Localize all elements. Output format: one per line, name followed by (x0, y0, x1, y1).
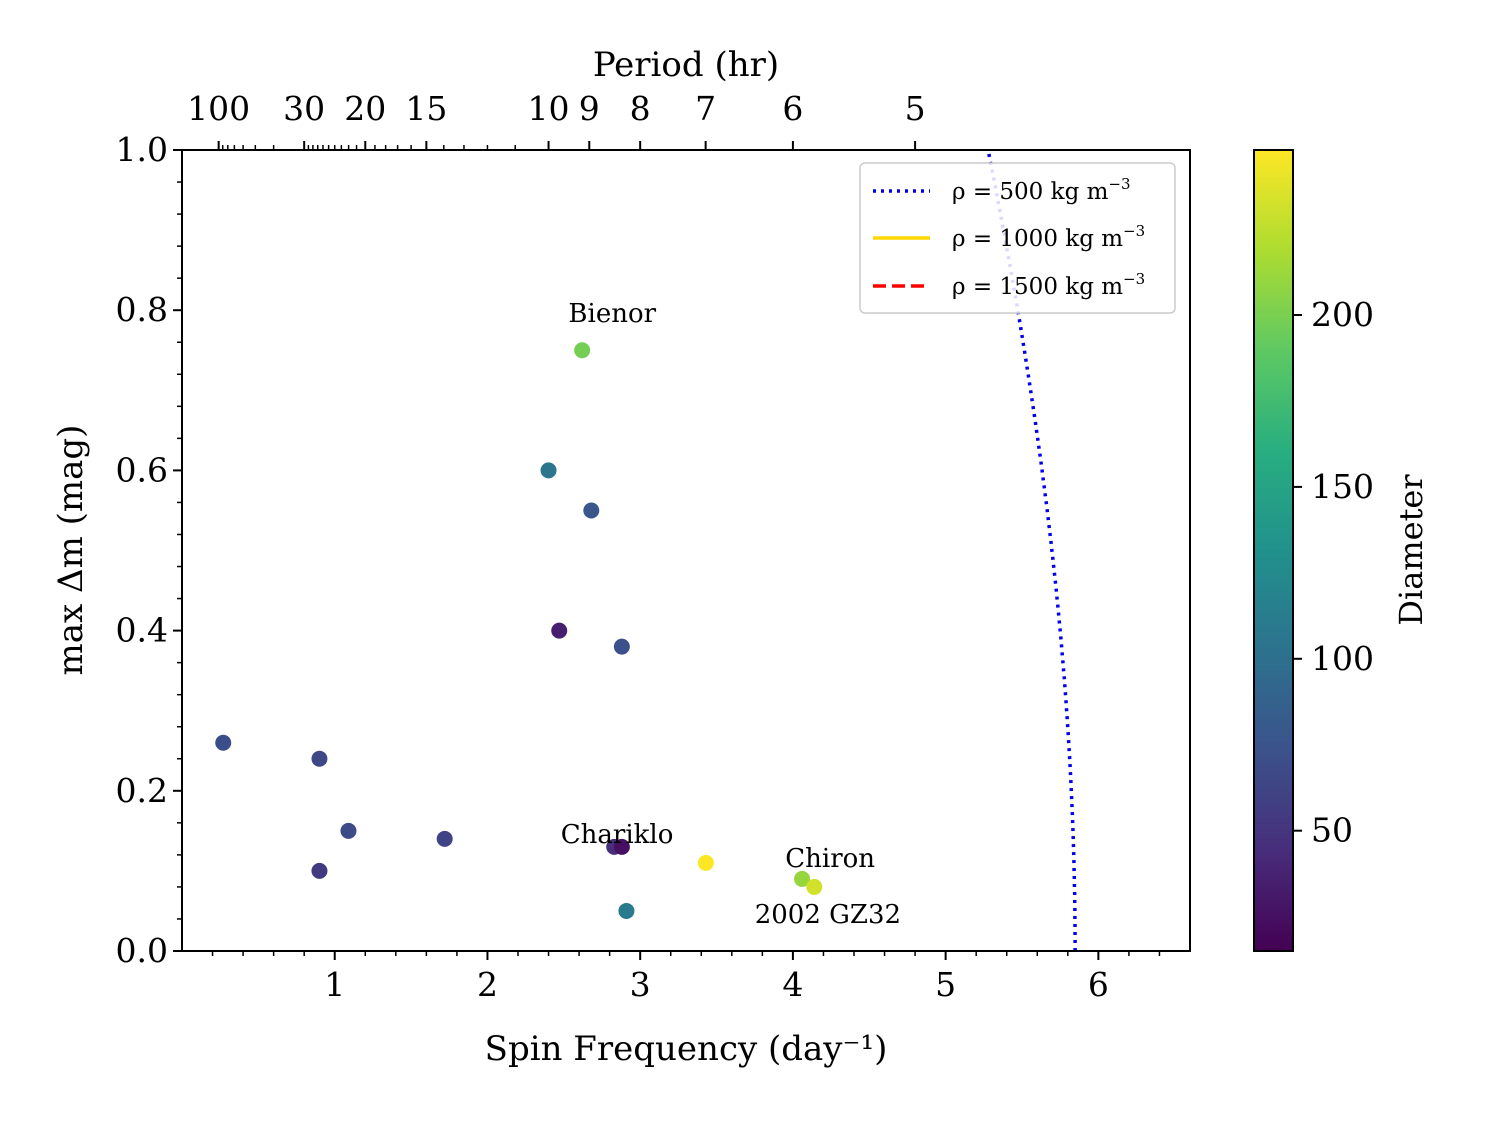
top-tick-label-3: 15 (405, 89, 447, 128)
annotations-layer: Bienor Chariklo Chiron 2002 GZ32 (561, 299, 901, 930)
y-tick-label-1: 0.2 (116, 771, 168, 810)
curves-layer (986, 150, 1077, 951)
x-axis-label: Spin Frequency (day⁻¹) (485, 1029, 888, 1069)
data-point-12 (618, 902, 635, 919)
top-tick-label-8: 6 (782, 89, 803, 128)
y-tick-label-2: 0.4 (116, 611, 168, 650)
points-layer (215, 342, 823, 919)
top-tick-label-2: 20 (344, 89, 386, 128)
x-tick-label-5: 6 (1088, 965, 1109, 1004)
data-point-15 (806, 878, 823, 895)
colorbar-tick-label-0: 50 (1311, 811, 1353, 850)
top-axis-label: Period (hr) (593, 45, 779, 85)
data-point-13 (697, 854, 714, 871)
y-tick-label-0: 0.0 (116, 931, 168, 970)
legend-label-1000: ρ = 1000 kg m−3 (952, 222, 1145, 252)
x-tick-label-3: 4 (782, 965, 803, 1004)
annotation-3: 2002 GZ32 (755, 900, 901, 930)
data-point-14 (794, 870, 811, 887)
top-tick-label-4: 10 (528, 89, 570, 128)
colorbar-tick-label-1: 100 (1311, 639, 1374, 678)
legend-box (859, 162, 1176, 314)
top-tick-label-9: 5 (905, 89, 926, 128)
annotation-1: Chariklo (561, 820, 674, 850)
data-point-2 (340, 822, 357, 839)
top-tick-label-1: 30 (283, 89, 325, 128)
top-tick-label-7: 7 (695, 89, 716, 128)
data-point-4 (436, 830, 453, 847)
colorbar-tick-label-2: 150 (1311, 467, 1374, 506)
colorbar-label: Diameter (1392, 474, 1430, 626)
top-tick-label-5: 9 (579, 89, 600, 128)
x-tick-label-4: 5 (935, 965, 956, 1004)
data-point-11 (613, 838, 630, 855)
x-tick-label-2: 3 (630, 965, 651, 1004)
colorbar-gradient (1253, 149, 1294, 952)
axes-layer: 1 2 3 4 5 6 0.0 0.2 0.4 0.6 0.8 1.0 100 30 20 15 10 9 8 7 6 5 (116, 89, 1161, 1004)
annotation-2: Chiron (785, 844, 875, 874)
data-point-5 (574, 342, 591, 359)
data-point-8 (551, 622, 568, 639)
top-tick-label-6: 8 (630, 89, 651, 128)
y-tick-label-4: 0.8 (116, 290, 168, 329)
colorbar: Diameter 50 100 150 200 (1253, 149, 1430, 952)
plot-frame (181, 149, 1191, 952)
y-tick-label-5: 1.0 (116, 130, 168, 169)
x-tick-label-1: 2 (477, 965, 498, 1004)
legend-label-500: ρ = 500 kg m−3 (952, 175, 1131, 205)
data-point-3 (311, 862, 328, 879)
data-point-6 (540, 462, 557, 479)
data-point-1 (311, 750, 328, 767)
top-tick-label-0: 100 (187, 89, 250, 128)
data-point-0 (215, 734, 232, 751)
colorbar-tick-label-3: 200 (1311, 295, 1374, 334)
x-tick-label-0: 1 (324, 965, 345, 1004)
legend: ρ = 500 kg m−3 ρ = 1000 kg m−3 ρ = 1500 … (859, 162, 1176, 314)
curve-series-0 (986, 150, 1077, 951)
y-tick-label-3: 0.6 (116, 450, 168, 489)
annotation-0: Bienor (568, 299, 656, 329)
data-point-9 (613, 638, 630, 655)
legend-label-1500: ρ = 1500 kg m−3 (952, 270, 1145, 300)
y-axis-label: max Δm (mag) (51, 425, 91, 676)
data-point-7 (583, 502, 600, 519)
